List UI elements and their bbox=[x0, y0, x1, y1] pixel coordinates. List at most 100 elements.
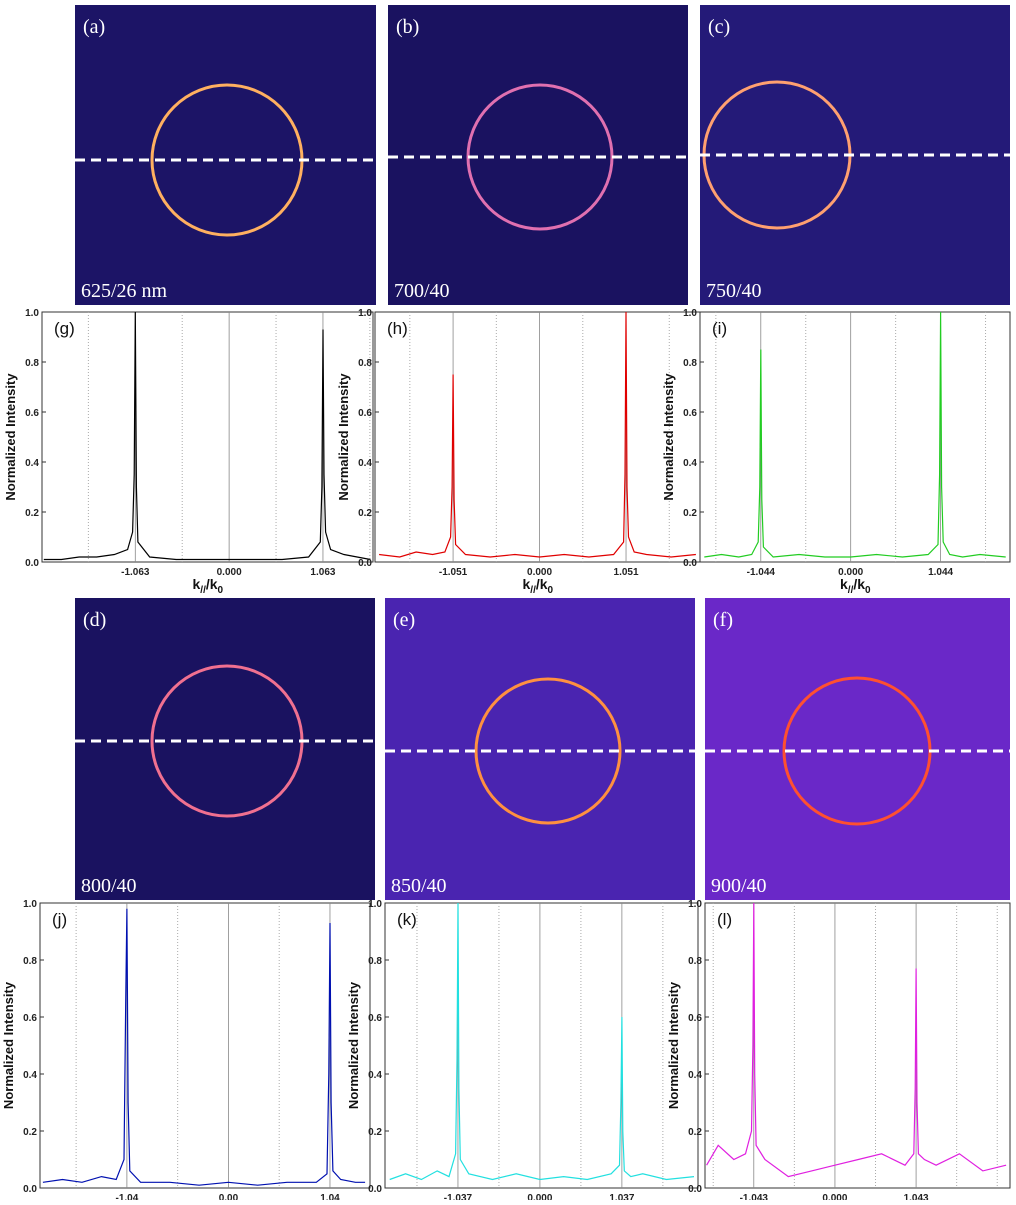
panel-label: (f) bbox=[713, 609, 733, 631]
panel-label: (d) bbox=[83, 609, 106, 631]
y-tick-label: 0.8 bbox=[25, 358, 39, 369]
y-tick-label: 0.4 bbox=[23, 1070, 37, 1081]
chart-label: (i) bbox=[712, 319, 727, 338]
y-axis-label: Normalized Intensity bbox=[661, 373, 676, 501]
image-panel bbox=[705, 598, 1010, 900]
panel-caption: 900/40 bbox=[711, 875, 767, 897]
y-tick-label: 0.4 bbox=[688, 1070, 702, 1081]
y-tick-label: 0.0 bbox=[25, 558, 39, 569]
x-tick-label: 0.000 bbox=[217, 567, 242, 578]
y-tick-label: 0.2 bbox=[688, 1127, 702, 1138]
x-tick-label: 1.063 bbox=[310, 567, 335, 578]
y-tick-label: 0.6 bbox=[23, 1013, 37, 1024]
x-axis-label-part: // bbox=[530, 585, 536, 596]
y-tick-label: 0.6 bbox=[358, 408, 372, 419]
x-tick-label: 1.037 bbox=[609, 1193, 634, 1200]
plot-area bbox=[39, 902, 371, 1189]
y-tick-label: 0.8 bbox=[688, 956, 702, 967]
x-tick-label: 0.00 bbox=[219, 1193, 239, 1200]
line bbox=[379, 311, 696, 558]
y-axis-label: Normalized Intensity bbox=[346, 981, 361, 1109]
y-tick-label: 0.2 bbox=[683, 508, 697, 519]
y-tick-label: 1.0 bbox=[25, 308, 39, 319]
y-axis-label: Normalized Intensity bbox=[666, 981, 681, 1109]
panel-label: (e) bbox=[393, 609, 415, 631]
y-tick-label: 0.6 bbox=[368, 1013, 382, 1024]
x-axis-label-part: 0 bbox=[865, 585, 871, 596]
x-tick-label: 1.04 bbox=[320, 1193, 340, 1200]
x-axis-label-part: 0 bbox=[548, 585, 554, 596]
image-panel bbox=[388, 5, 688, 305]
ring bbox=[474, 677, 622, 825]
y-tick-label: 1.0 bbox=[683, 308, 697, 319]
y-tick-label: 0.6 bbox=[688, 1013, 702, 1024]
x-axis-label-part: k bbox=[193, 576, 201, 592]
x-tick-label: -1.063 bbox=[121, 567, 150, 578]
y-tick-label: 0.2 bbox=[358, 508, 372, 519]
x-tick-label: 0.000 bbox=[527, 1193, 552, 1200]
panel-caption: 625/26 nm bbox=[81, 280, 168, 302]
panel-label: (c) bbox=[708, 16, 730, 38]
y-tick-label: 0.8 bbox=[23, 956, 37, 967]
y-tick-label: 0.0 bbox=[683, 558, 697, 569]
y-tick-label: 1.0 bbox=[358, 308, 372, 319]
plot-area bbox=[704, 902, 1011, 1189]
x-axis-label: k///k0 bbox=[840, 576, 871, 596]
plot-area bbox=[41, 311, 374, 563]
x-axis-label-part: // bbox=[848, 585, 854, 596]
chart-label: (j) bbox=[52, 910, 67, 929]
y-tick-label: 1.0 bbox=[688, 899, 702, 910]
y-tick-label: 0.6 bbox=[683, 408, 697, 419]
line bbox=[42, 908, 366, 1186]
y-tick-label: 1.0 bbox=[368, 899, 382, 910]
y-tick-label: 0.4 bbox=[358, 458, 372, 469]
y-tick-label: 0.8 bbox=[683, 358, 697, 369]
x-tick-label: 0.000 bbox=[838, 567, 863, 578]
x-tick-label: -1.044 bbox=[747, 567, 776, 578]
panel-label: (b) bbox=[396, 16, 419, 38]
line bbox=[706, 902, 1007, 1178]
image-panel bbox=[385, 598, 695, 900]
x-axis-label: k///k0 bbox=[523, 576, 554, 596]
x-tick-label: 1.043 bbox=[904, 1193, 929, 1200]
y-axis-label: Normalized Intensity bbox=[1, 981, 16, 1109]
line bbox=[704, 311, 1006, 558]
x-tick-label: 0.000 bbox=[527, 567, 552, 578]
y-tick-label: 0.4 bbox=[683, 458, 697, 469]
x-tick-label: -1.037 bbox=[444, 1193, 473, 1200]
chart-label: (g) bbox=[54, 319, 75, 338]
x-axis-label-part: /k bbox=[536, 576, 548, 592]
x-tick-label: 0.000 bbox=[822, 1193, 847, 1200]
plot-area bbox=[384, 902, 699, 1189]
panel-caption: 800/40 bbox=[81, 875, 137, 897]
x-axis-label-part: /k bbox=[206, 576, 218, 592]
y-tick-label: 0.2 bbox=[25, 508, 39, 519]
panel-caption: 750/40 bbox=[706, 280, 762, 302]
y-tick-label: 0.0 bbox=[23, 1184, 37, 1195]
x-axis-label-part: k bbox=[523, 576, 531, 592]
line bbox=[43, 311, 371, 561]
x-tick-label: -1.051 bbox=[439, 567, 468, 578]
x-axis-label-part: 0 bbox=[218, 585, 224, 596]
y-tick-label: 0.2 bbox=[23, 1127, 37, 1138]
panel-caption: 700/40 bbox=[394, 280, 450, 302]
chart-label: (h) bbox=[387, 319, 408, 338]
plot-area bbox=[699, 311, 1011, 563]
x-tick-label: 1.051 bbox=[614, 567, 639, 578]
x-axis-label-part: k bbox=[840, 576, 848, 592]
y-tick-label: 0.0 bbox=[358, 558, 372, 569]
x-tick-label: -1.04 bbox=[115, 1193, 138, 1200]
y-tick-label: 0.2 bbox=[368, 1127, 382, 1138]
x-axis-label-part: // bbox=[200, 585, 206, 596]
y-tick-label: 0.0 bbox=[368, 1184, 382, 1195]
y-axis-label: Normalized Intensity bbox=[3, 373, 18, 501]
y-tick-label: 0.8 bbox=[368, 956, 382, 967]
y-tick-label: 0.6 bbox=[25, 408, 39, 419]
x-tick-label: 1.044 bbox=[928, 567, 953, 578]
y-tick-label: 0.4 bbox=[25, 458, 39, 469]
image-panel bbox=[75, 5, 376, 305]
y-axis-label: Normalized Intensity bbox=[336, 373, 351, 501]
plot-area bbox=[374, 311, 701, 563]
chart-label: (l) bbox=[717, 910, 732, 929]
y-tick-label: 1.0 bbox=[23, 899, 37, 910]
